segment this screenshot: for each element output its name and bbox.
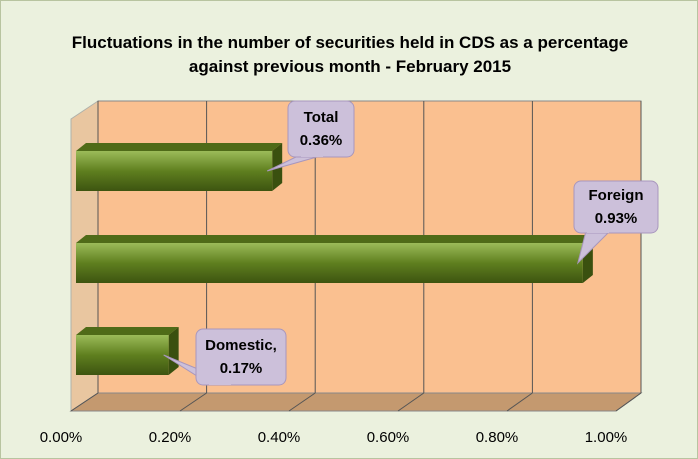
bar [76,235,593,283]
chart-title: Fluctuations in the number of securities… [71,33,629,76]
floor-grid-line [397,392,425,412]
x-tick-label: 0.40% [258,429,301,446]
x-tick-label: 1.00% [585,429,628,446]
bar-top [76,143,283,151]
bar-front [76,243,583,283]
x-tick-label: 0.00% [40,429,83,446]
value-label: 0.17% [220,360,263,377]
category-label: Total [304,109,339,126]
category-label: Foreign [589,187,644,204]
floor-grid-line [615,392,642,412]
bar-front [76,151,273,191]
floor-grid-line [288,392,316,412]
callout-cover [587,230,609,233]
bar-top [76,235,593,243]
category-label: Domestic, [205,337,277,354]
bar [76,143,283,191]
callout-box [573,180,659,234]
floor-grid-line [70,392,99,412]
value-label: 0.93% [595,210,638,227]
value-label: 0.36% [300,132,343,149]
floor [69,392,643,412]
callout-cover [209,382,231,385]
x-tick-label: 0.60% [367,429,410,446]
x-tick-label: 0.20% [149,429,192,446]
floor-grid-line [179,392,207,412]
bar [76,327,179,375]
bar-end [168,327,179,375]
callout-box [195,328,287,386]
callout-cover [301,154,323,157]
floor-grid-line [506,392,533,412]
bar-front [76,335,169,375]
x-tick-label: 0.80% [476,429,519,446]
bar-top [76,327,179,335]
